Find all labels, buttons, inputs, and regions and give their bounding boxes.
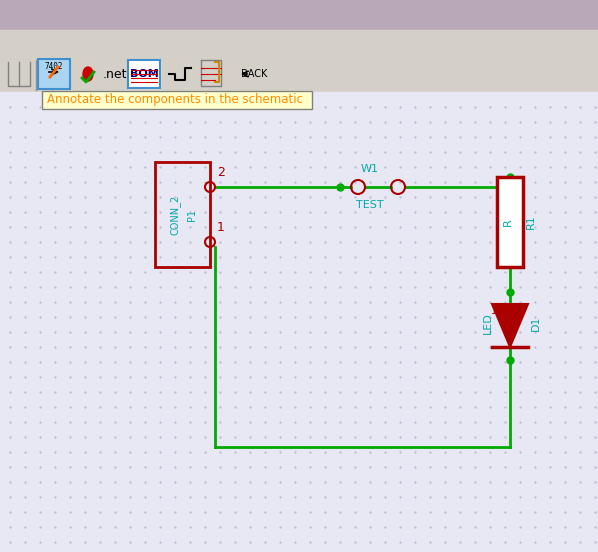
Bar	[165, 60, 193, 88]
Text: BACK: BACK	[241, 69, 267, 79]
Text: R: R	[503, 218, 513, 226]
Bar	[128, 60, 160, 88]
Bar	[197, 60, 225, 88]
Bar	[0, 30, 598, 92]
Bar	[0, 0, 598, 30]
Text: .net: .net	[103, 67, 127, 81]
Text: CONN_2: CONN_2	[170, 194, 181, 235]
Text: TEST: TEST	[356, 200, 384, 210]
Bar	[128, 60, 160, 88]
Text: BOM: BOM	[130, 69, 158, 79]
Bar	[155, 162, 210, 267]
Bar	[4, 61, 34, 87]
Bar	[497, 177, 523, 267]
Text: 2: 2	[217, 166, 225, 179]
Text: R1: R1	[526, 215, 536, 230]
Bar	[38, 59, 70, 89]
Text: W1: W1	[361, 164, 379, 174]
Text: P1: P1	[187, 209, 197, 221]
Bar	[42, 91, 312, 109]
Bar	[42, 91, 312, 109]
Text: D1: D1	[531, 315, 541, 331]
Text: LED: LED	[483, 312, 493, 334]
Bar	[74, 60, 102, 88]
Text: 1: 1	[491, 306, 497, 316]
Polygon shape	[492, 304, 528, 347]
Bar	[38, 59, 70, 89]
Bar	[0, 92, 598, 552]
Text: 7402: 7402	[45, 62, 63, 71]
Text: 1: 1	[217, 221, 225, 234]
Ellipse shape	[83, 67, 93, 81]
Text: Annotate the components in the schematic: Annotate the components in the schematic	[47, 93, 303, 107]
